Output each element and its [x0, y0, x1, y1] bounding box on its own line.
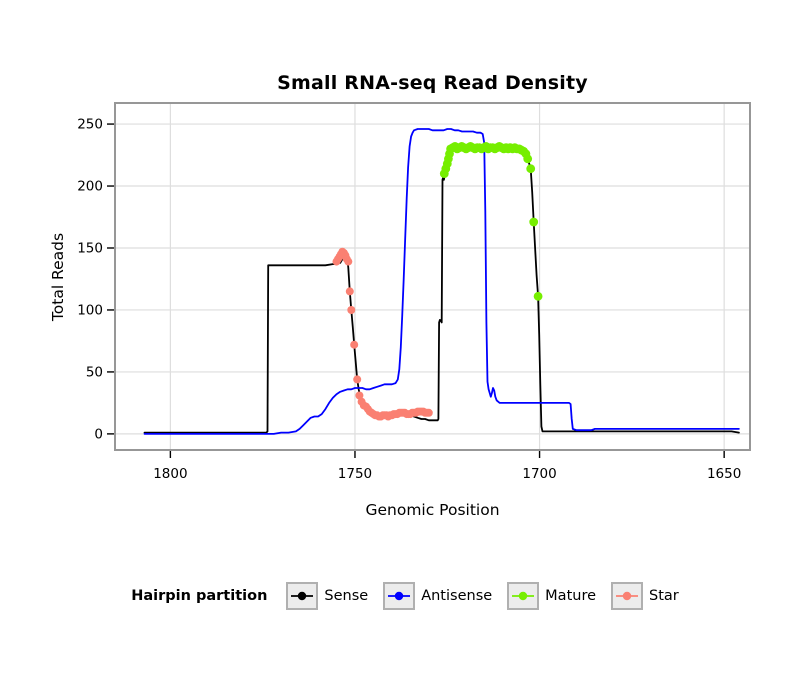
legend-key-box	[286, 582, 319, 610]
legend-key-box	[383, 582, 416, 610]
legend-key-box	[507, 582, 540, 610]
antisense-line-dot-icon	[388, 591, 411, 601]
gridlines	[115, 103, 750, 450]
y-axis-ticks: 0 50 100 150 200 250	[77, 117, 114, 442]
x-tick-label: 1800	[153, 466, 187, 482]
x-tick-label: 1700	[522, 466, 556, 482]
y-tick-label: 100	[77, 302, 103, 318]
sense-line-dot-icon	[291, 591, 314, 601]
series-antisense	[143, 128, 740, 435]
y-tick-label: 0	[94, 426, 103, 442]
legend-item-label: Sense	[324, 588, 369, 604]
y-tick-label: 150	[77, 240, 103, 256]
legend-item-star: Star	[611, 582, 679, 610]
plot-panel	[115, 103, 750, 450]
legend-item-mature: Mature	[507, 582, 596, 610]
x-axis-label: Genomic Position	[365, 501, 500, 519]
y-axis-label: Total Reads	[49, 232, 67, 322]
star-line-dot-icon	[616, 591, 639, 601]
chart-title: Small RNA-seq Read Density	[277, 72, 588, 94]
y-tick-label: 250	[77, 117, 103, 133]
x-axis-ticks: 1800 1750 1700 1650	[153, 451, 741, 482]
legend-key-box	[611, 582, 644, 610]
legend-title: Hairpin partition	[131, 588, 268, 604]
plot-area: 1800 1750 1700 1650 0 50 100 150 200 250	[77, 102, 751, 482]
x-tick-label: 1750	[338, 466, 372, 482]
series-star	[332, 247, 433, 421]
legend-item-label: Antisense	[421, 588, 493, 604]
legend-item-sense: Sense	[286, 582, 368, 610]
y-tick-label: 200	[77, 179, 103, 195]
legend-item-label: Mature	[545, 588, 597, 604]
legend: Hairpin partition Sense Antisense	[0, 582, 810, 610]
panel-border	[114, 102, 751, 451]
series-mature	[439, 142, 543, 301]
x-tick-label: 1650	[707, 466, 741, 482]
mature-line-dot-icon	[512, 591, 535, 601]
legend-item-label: Star	[649, 588, 679, 604]
y-tick-label: 50	[86, 364, 103, 380]
legend-item-antisense: Antisense	[383, 582, 492, 610]
